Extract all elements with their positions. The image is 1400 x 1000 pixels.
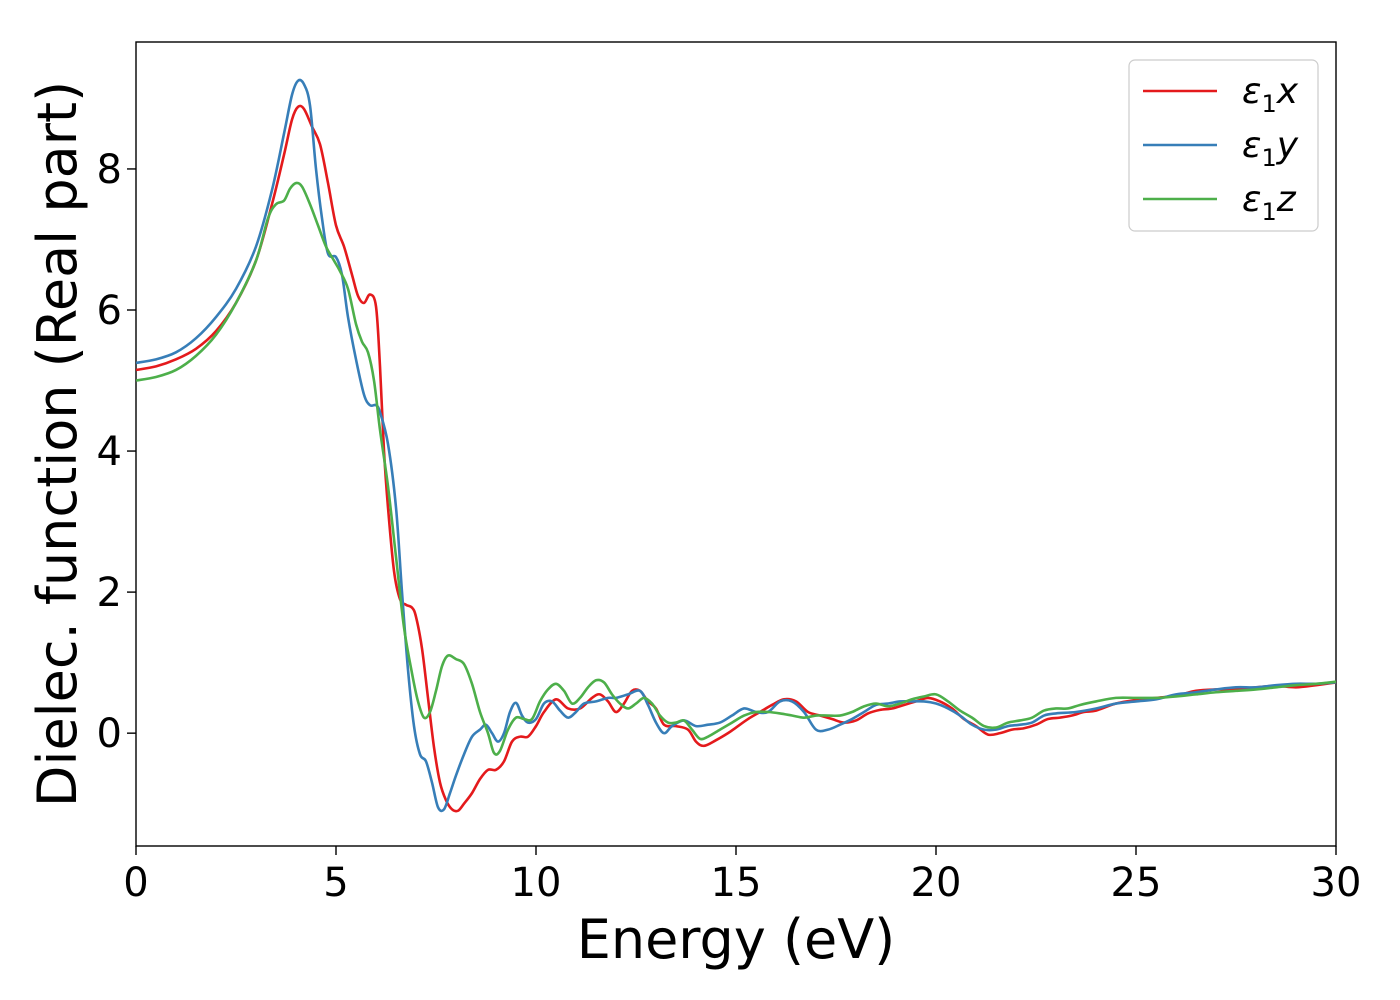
legend-label: ε1y <box>1242 125 1299 172</box>
series-line-3 <box>136 181 1336 756</box>
legend-box <box>1128 59 1319 232</box>
x-tick-label: 20 <box>911 860 962 906</box>
x-tick-label: 15 <box>711 860 762 906</box>
series-line-2 <box>136 78 1336 813</box>
y-axis-label: Dielec. function (Real part) <box>26 81 89 807</box>
x-tick-label: 10 <box>511 860 562 906</box>
x-axis-label: Energy (eV) <box>577 908 896 971</box>
legend-item-2: ε1y <box>1143 125 1299 172</box>
y-tick-label: 2 <box>97 570 122 616</box>
x-tick-label: 25 <box>1111 860 1162 906</box>
x-axis: 0 5 10 15 20 25 30 <box>123 846 1361 906</box>
legend-item-1: ε1x <box>1143 71 1299 118</box>
y-tick-label: 4 <box>97 429 122 475</box>
legend-label: ε1x <box>1242 71 1299 118</box>
y-tick-label: 8 <box>97 147 122 193</box>
series-layer <box>136 78 1336 813</box>
y-axis: 0 2 4 6 8 <box>97 147 136 757</box>
legend-item-3: ε1z <box>1143 179 1297 226</box>
series-line-1 <box>136 104 1336 813</box>
x-tick-label: 5 <box>323 860 348 906</box>
x-tick-label: 0 <box>123 860 148 906</box>
x-tick-label: 30 <box>1311 860 1362 906</box>
y-tick-label: 0 <box>97 711 122 757</box>
legend: ε1x ε1y ε1z <box>1128 59 1319 232</box>
legend-label: ε1z <box>1242 179 1297 226</box>
y-tick-label: 6 <box>97 288 122 334</box>
